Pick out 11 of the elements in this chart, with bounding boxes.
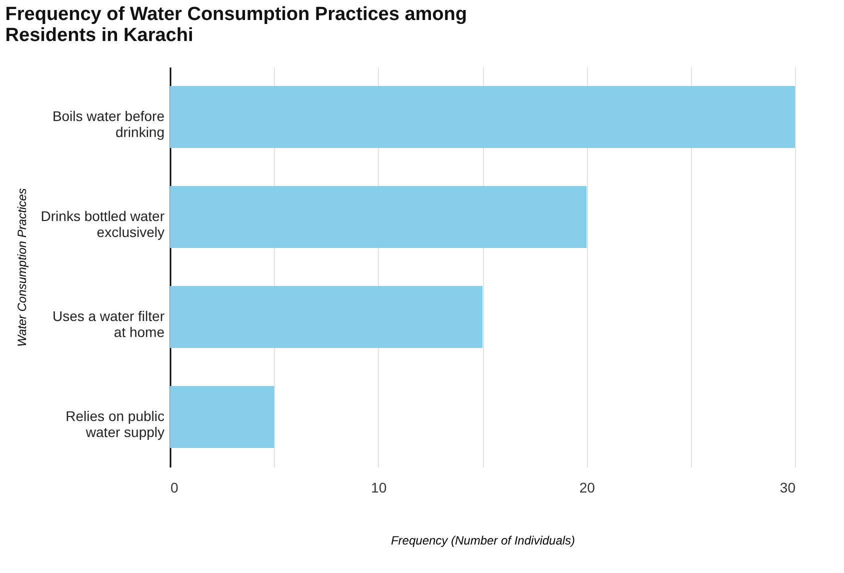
x-tick-label: 20 xyxy=(579,480,596,496)
x-tick-label: 30 xyxy=(780,480,796,496)
y-tick-label: Uses a water filter at home xyxy=(52,308,165,340)
x-tick-label: 0 xyxy=(170,480,178,496)
x-tick-label: 10 xyxy=(371,480,387,496)
y-tick-label: Drinks bottled water exclusively xyxy=(40,208,165,240)
y-tick-label: Boils water before drinking xyxy=(52,108,165,140)
y-tick-label: Relies on public water supply xyxy=(66,408,164,440)
y-axis-title: Water Consumption Practices xyxy=(14,188,29,347)
x-axis-title: Frequency (Number of Individuals) xyxy=(390,534,576,548)
chart-title: Frequency of Water Consumption Practices among Residents in Karachi xyxy=(5,4,467,46)
